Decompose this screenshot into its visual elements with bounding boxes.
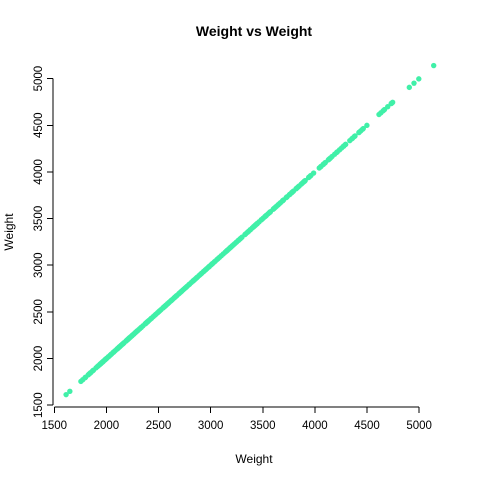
data-point [360,125,366,132]
y-tick-label: 4000 [33,159,45,185]
data-point [352,133,358,139]
y-tick-label: 3500 [33,206,45,232]
x-tick-label: 5000 [406,420,432,432]
y-tick-label: 1500 [33,392,45,418]
y-tick-label: 5000 [33,66,45,92]
x-tick-label: 1500 [42,420,68,432]
data-point [389,99,396,106]
y-tick-label: 3000 [33,252,45,278]
data-point [67,388,73,394]
x-tick-label: 2000 [94,420,120,432]
x-tick-label: 3000 [198,420,224,432]
y-tick-label: 2500 [33,299,45,325]
y-tick-label: 4500 [33,112,45,138]
y-axis-ticks: 1500 2000 2500 3000 3500 4000 4500 5000 [33,66,53,418]
x-tick-label: 2500 [146,420,172,432]
x-tick-label: 4000 [302,420,328,432]
data-point [431,62,437,69]
data-point [416,76,422,82]
data-point [406,84,413,91]
data-point [342,141,349,148]
chart-title: Weight vs Weight [196,23,312,39]
x-tick-label: 3500 [250,420,276,432]
data-point [310,170,317,176]
y-axis-label: Weight [2,213,16,251]
x-axis-ticks: 1500 2000 2500 3000 3500 4000 4500 5000 [42,407,432,432]
data-point [411,80,417,86]
data-point [63,391,69,398]
points-layer [63,62,437,398]
data-point [302,177,308,184]
data-point [385,103,391,110]
y-tick-label: 2000 [33,346,45,372]
x-tick-label: 4500 [354,420,380,432]
data-point [364,122,370,129]
x-axis-label: Weight [235,452,273,466]
